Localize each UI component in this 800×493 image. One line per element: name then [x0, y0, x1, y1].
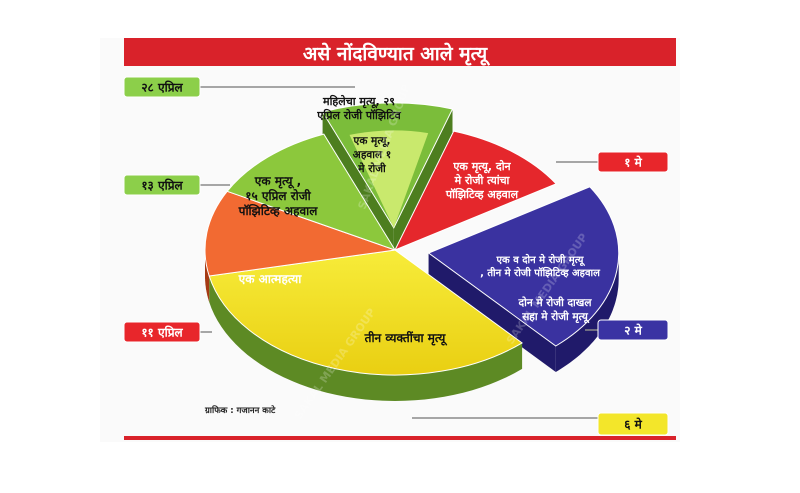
- slice-side-wall: [209, 276, 523, 401]
- slice-side-wall: [555, 253, 619, 372]
- slice-sublabel: एक मृत्यू, अहवाल १ मे रोजी: [353, 135, 392, 175]
- slices-layer: [204, 102, 620, 401]
- slice-label-line: मे रोजी त्यांचा: [454, 173, 511, 187]
- date-callouts-layer: २८ एप्रिल १३ एप्रिल ११ एप्रिल १ मे २ मे ६ मे: [123, 76, 669, 436]
- slice-label-line: तीन व्यक्तींचा मृत्यू: [364, 330, 448, 346]
- slice-label: महिलेचा मृत्यू, २९ एप्रिल रोजी पॉझिटिव: [316, 94, 401, 122]
- title-bar: [124, 38, 676, 66]
- slice-label-line: महिलेचा मृत्यू, २९: [322, 94, 395, 109]
- pie-slice-inner: [349, 130, 429, 228]
- bottom-rule: [124, 436, 676, 440]
- slice-sublabel-line: दोन मे रोजी दाखल: [518, 296, 593, 309]
- slice-label-line: १५ एप्रिल रोजी: [245, 189, 311, 203]
- date-badge-label: ६ मे: [624, 418, 642, 432]
- date-badge-label: २ मे: [624, 324, 642, 338]
- date-badge-label: २८ एप्रिल: [141, 81, 183, 95]
- slice-label-line: एक मृत्यू, दोन: [452, 159, 511, 174]
- slice-cut-wall: [428, 253, 556, 372]
- slice-sublabel-line: अहवाल १: [353, 149, 391, 161]
- pie-slice: [427, 186, 620, 347]
- slice-sublabel-line: सहा मे रोजी मृत्यू: [521, 310, 590, 324]
- slice-label: एक व दोन मे रोजी मृत्यू, तीन मे रोजी पॉझ…: [480, 253, 601, 279]
- pie-slice: [204, 190, 396, 277]
- date-badge: [597, 412, 669, 436]
- pie-slice: [208, 249, 524, 376]
- slice-side-wall: [205, 250, 210, 302]
- date-badge: [597, 319, 669, 341]
- graphic-credit: ग्राफिक : गजानन काटे: [204, 405, 276, 416]
- slice-label-line: एक व दोन मे रोजी मृत्यू: [496, 253, 586, 267]
- date-badge: [123, 174, 201, 196]
- pie-slice: [393, 130, 557, 251]
- slice-cut-wall: [393, 109, 453, 254]
- slice-labels-layer: महिलेचा मृत्यू, २९ एप्रिल रोजी पॉझिटिव एक …: [238, 94, 602, 346]
- pie-slice: [226, 133, 397, 251]
- slice-sublabel-line: एक मृत्यू,: [353, 135, 391, 148]
- date-badge-label: १ मे: [624, 156, 642, 170]
- slice-label-line: , तीन मे रोजी पॉझिटिव्ह अहवाल: [480, 266, 601, 279]
- date-badge: [123, 321, 201, 343]
- slice-sublabel-line: मे रोजी: [357, 162, 387, 175]
- date-badge: [123, 76, 201, 98]
- slice-label-line: पॉझिटिव्ह अहवाल: [238, 204, 319, 218]
- slice-label-line: पॉझिटिव्ह अहवाल: [445, 187, 519, 201]
- slice-label: एक मृत्यू, दोन मे रोजी त्यांचा पॉझिटिव्ह अ…: [445, 159, 519, 201]
- date-badge-label: १३ एप्रिल: [141, 179, 183, 193]
- slice-label-line: एक मृत्यू ,: [254, 174, 301, 189]
- chart-title: असे नोंदविण्यात आले मृत्यू: [303, 42, 490, 66]
- slice-label-line: एक आत्महत्या: [238, 272, 303, 286]
- slice-label: एक मृत्यू , १५ एप्रिल रोजी पॉझिटिव्ह अहवाल: [238, 174, 319, 218]
- date-badge-label: ११ एप्रिल: [141, 326, 183, 340]
- slice-sublabel: दोन मे रोजी दाखल सहा मे रोजी मृत्यू: [518, 296, 593, 324]
- slice-label: तीन व्यक्तींचा मृत्यू: [364, 330, 448, 346]
- slice-label: एक आत्महत्या: [238, 272, 303, 286]
- slice-label-line: एप्रिल रोजी पॉझिटिव: [316, 108, 401, 122]
- date-badge: [597, 151, 669, 173]
